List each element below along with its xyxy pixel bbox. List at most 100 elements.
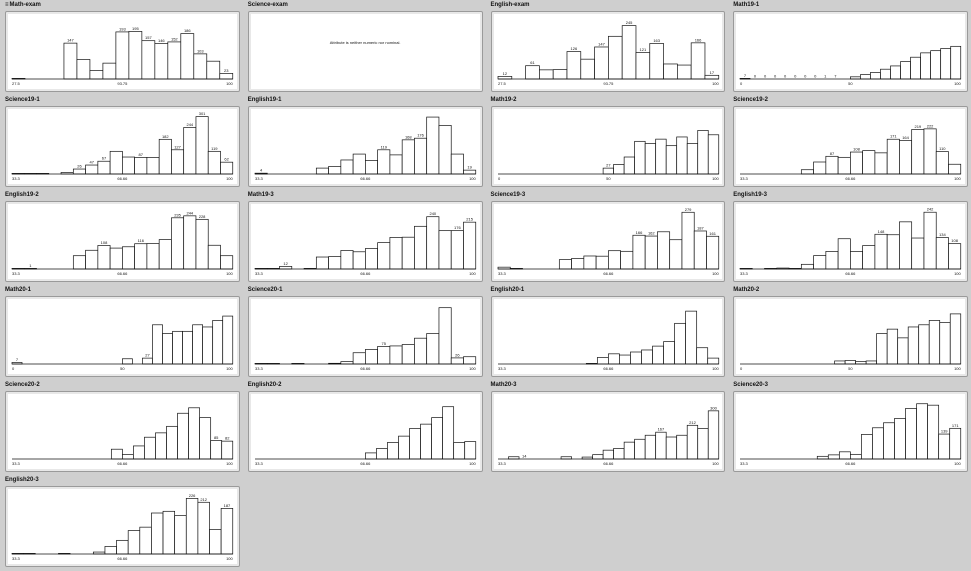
histogram-title-text: Science19-3 — [490, 192, 526, 198]
histogram-svg: 14 167 212 300 33.3 66.66 100 — [497, 405, 719, 466]
histogram-bar — [206, 60, 221, 80]
histogram-panel[interactable]: English-exam 12 61 126 147 245 121 163 166 17 27.5… — [488, 1, 729, 96]
histogram-bar — [866, 360, 878, 365]
histogram-frame: 33.3 66.66 100 — [490, 296, 726, 377]
histogram-title: Math20-3 — [491, 382, 517, 388]
histogram-bar — [327, 256, 341, 270]
histogram-bar — [654, 431, 667, 460]
histogram-panel[interactable]: Science-exam Attribute is neither numeric… — [245, 1, 486, 96]
histogram-bar — [899, 140, 913, 175]
x-tick-label: 100 — [712, 271, 719, 276]
histogram-bar — [938, 433, 951, 460]
x-tick-label: 33.3 — [498, 461, 507, 466]
histogram-bar — [632, 234, 646, 270]
histogram-bar — [109, 150, 123, 175]
histogram-bar — [633, 438, 646, 460]
histogram-bar — [883, 422, 896, 460]
histogram-bar — [462, 169, 476, 175]
histogram-panel[interactable]: English20-1 33.3 66.66 100 — [488, 286, 729, 381]
histogram-panel[interactable]: Math20-1 7 27 0 50 100 — [2, 286, 243, 381]
histogram-bar — [665, 436, 677, 460]
histogram-bar — [185, 498, 199, 555]
bar-count-label: 110 — [939, 146, 946, 151]
histogram-bar — [352, 153, 366, 175]
bar-count-label: 162 — [647, 231, 654, 236]
bar-count-label: 193 — [119, 26, 126, 31]
x-tick-label: 33.3 — [12, 271, 21, 276]
histogram-panel[interactable]: Math20-3 14 167 212 300 33.3 66.66 100 — [488, 381, 729, 476]
bar-count-label: 176 — [417, 133, 424, 138]
bar-count-label: 182 — [162, 134, 169, 139]
histogram-panel[interactable]: Math19-3 12 240 176 215 33.3 66.66 100 — [245, 191, 486, 286]
histogram-panel[interactable]: Science20-1 75 26 33.3 66.66 100 — [245, 286, 486, 381]
histogram-bar — [389, 237, 403, 270]
histogram-title: Math19-2 — [491, 97, 517, 103]
bar-count-label: 127 — [174, 144, 181, 149]
bar-count-label: 147 — [67, 38, 74, 43]
bar-count-label: 19 — [467, 165, 472, 170]
bar-count-label: 4 — [260, 168, 263, 173]
histogram-title-text: Science-exam — [247, 2, 288, 8]
histogram-panel[interactable]: English20-3 226 212 187 33.3 66.66 100 — [2, 476, 243, 571]
histogram-title: English-exam — [491, 2, 530, 8]
histogram-bar — [171, 217, 185, 270]
histogram-bar — [905, 408, 918, 460]
histogram-panel[interactable]: English20-2 33.3 66.66 100 — [245, 381, 486, 476]
histogram-panel[interactable]: Science19-2 87 108 171 164 219 222 110 33.3 66.66… — [730, 96, 971, 191]
bar-count-label: 108 — [952, 238, 959, 243]
histogram-bar — [413, 225, 427, 270]
histogram-bar — [936, 151, 950, 175]
histogram-panel[interactable]: ≡Math-exam 147 193 195 157 146 152 186 103 23 27.5… — [2, 1, 243, 96]
histogram-bar — [927, 404, 940, 460]
bar-count-label: 171 — [890, 134, 897, 139]
x-tick-label: 100 — [712, 366, 719, 371]
histogram-bar — [389, 345, 403, 365]
histogram-bar — [910, 56, 922, 80]
x-tick-label: 100 — [469, 461, 476, 466]
histogram-bar — [438, 307, 452, 365]
histogram-bar — [438, 125, 452, 175]
histogram-bar — [144, 436, 156, 460]
histogram-bar — [860, 74, 872, 80]
histogram-bar — [202, 326, 214, 365]
x-tick-label: 33.3 — [740, 271, 749, 276]
histogram-panel[interactable]: Math20-2 0 50 100 — [730, 286, 971, 381]
bar-count-label: 139 — [941, 429, 948, 434]
bar-count-label: 62 — [224, 157, 229, 162]
histogram-panel[interactable]: Science19-1 26 47 67 87 182 127 244 301 119 62 33.3… — [2, 96, 243, 191]
histogram-bar — [139, 526, 152, 555]
histogram-frame: 7 27 0 50 100 — [5, 296, 240, 377]
histogram-bar — [162, 333, 173, 365]
histogram-bar — [861, 434, 874, 460]
histogram-frame: 14 167 212 300 33.3 66.66 100 — [490, 391, 726, 472]
histogram-title: English20-1 — [491, 287, 525, 293]
histogram-title: Science20-3 — [733, 382, 768, 388]
x-tick-label: 66.66 — [117, 556, 128, 561]
histogram-bar — [929, 320, 941, 365]
histogram-panel[interactable]: English19-3 148 242 134 108 33.3 66.66 100 — [730, 191, 971, 286]
histogram-bar — [315, 256, 329, 270]
histogram-panel[interactable]: English19-2 1 108 116 235 244 228 33.3 66.66 100 — [2, 191, 243, 286]
histogram-title: Science20-1 — [248, 287, 283, 293]
histogram-bar — [633, 140, 646, 175]
histogram-panel[interactable]: Science19-3 166 162 279 187 161 33.3 66.66 100 — [488, 191, 729, 286]
histogram-panel[interactable]: Science20-2 85 82 33.3 66.66 100 — [2, 381, 243, 476]
x-tick-label: 66.66 — [846, 461, 857, 466]
sort-icon: ≡ — [5, 2, 9, 8]
bar-count-label: 195 — [132, 26, 139, 31]
bar-count-label: 27 — [145, 353, 150, 358]
histogram-panel[interactable]: Science20-3 139 171 33.3 66.66 100 — [730, 381, 971, 476]
histogram-bar — [352, 251, 366, 270]
histogram-panel[interactable]: English19-1 4 119 168 176 19 33.3 66.66 100 — [245, 96, 486, 191]
histogram-svg: 147 193 195 157 146 152 186 103 23 27.5 93.75 100 — [11, 26, 234, 86]
histogram-title: Math19-3 — [248, 192, 274, 198]
histogram-panel[interactable]: Math19-2 27 0 50 100 — [488, 96, 729, 191]
histogram-bar — [874, 152, 888, 175]
histogram-svg: 12 240 176 215 33.3 66.66 100 — [254, 211, 476, 276]
histogram-panel[interactable]: Math19-1 7 0 0 0 0 0 0 0 1 7 0 50 100 — [730, 1, 971, 96]
histogram-bar — [431, 417, 443, 460]
histogram-bar — [897, 337, 909, 365]
histogram-title-text: English19-3 — [733, 192, 767, 198]
bar-count-label: 235 — [174, 212, 181, 217]
histogram-title: English20-2 — [248, 382, 282, 388]
